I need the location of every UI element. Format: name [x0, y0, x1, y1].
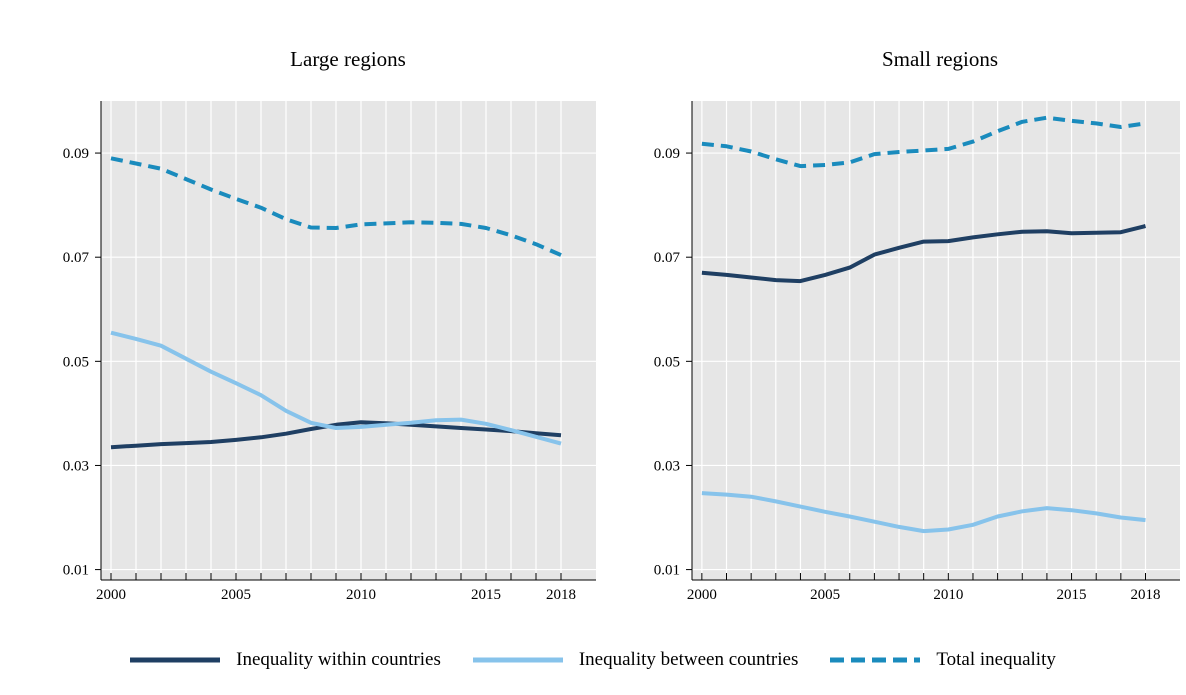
- series-line-within: [110, 420, 562, 450]
- y-tick-label: 0.09: [654, 146, 680, 162]
- legend-item-between: Inequality between countries: [472, 649, 799, 671]
- y-tick-label: 0.03: [63, 458, 89, 474]
- legend-swatch-within: [130, 657, 221, 663]
- y-tick-label: 0.05: [63, 354, 89, 370]
- x-tick-label: 2015: [471, 587, 501, 603]
- chart-title-large-regions: Large regions: [290, 47, 406, 71]
- y-tick-label: 0.07: [654, 250, 681, 266]
- legend-label-between: Inequality between countries: [578, 649, 799, 670]
- series-line-total: [110, 156, 562, 257]
- legend-item-within: Inequality within countries: [130, 649, 441, 671]
- plot-background: [692, 101, 1180, 580]
- y-tick-label: 0.01: [654, 563, 680, 579]
- panel-small-regions: 2000 2005 2010 2015 2018 0.01 0.03 0.05 0.07 0.09…: [654, 47, 1180, 603]
- legend-label-total: Total inequality: [936, 649, 1056, 670]
- x-tick-label: 2015: [1057, 587, 1087, 603]
- panel-large-regions: 2000 2005 2010 2015 2018 0.01 0.03 0.05 0.07 0.09…: [63, 47, 596, 603]
- x-tick-label: 2000: [687, 587, 717, 603]
- legend-swatch-total: [830, 657, 921, 663]
- legend-item-total: Total inequality: [830, 649, 1056, 671]
- x-tick-label: 2010: [346, 587, 376, 603]
- plot-background: [101, 101, 596, 580]
- legend-label-within: Inequality within countries: [236, 649, 441, 670]
- y-tick-label: 0.01: [63, 563, 89, 579]
- x-tick-label: 2000: [96, 587, 126, 603]
- x-tick-label: 2010: [933, 587, 963, 603]
- y-tick-label: 0.03: [654, 458, 680, 474]
- y-tick-label: 0.09: [63, 146, 89, 162]
- legend-swatch-between: [472, 657, 563, 663]
- x-tick-label: 2005: [221, 587, 251, 603]
- series-line-within: [701, 224, 1146, 284]
- x-tick-label: 2018: [546, 587, 576, 603]
- chart-title-small-regions: Small regions: [882, 47, 998, 71]
- series-line-between: [110, 330, 562, 446]
- x-tick-label: 2018: [1130, 587, 1160, 603]
- series-line-between: [701, 491, 1146, 534]
- x-tick-label: 2005: [810, 587, 840, 603]
- y-tick-label: 0.07: [63, 250, 90, 266]
- legend: Inequality within countries Inequality b…: [0, 643, 1186, 677]
- y-tick-label: 0.05: [654, 354, 680, 370]
